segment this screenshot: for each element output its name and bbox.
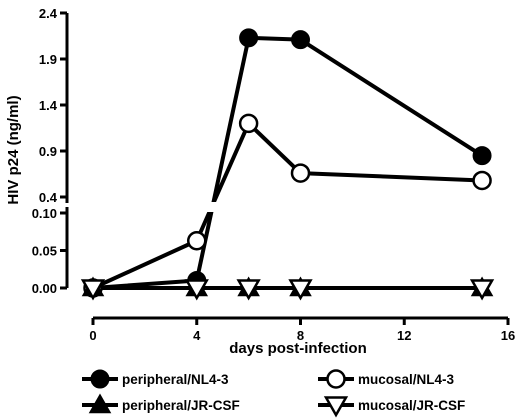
legend: peripheral/NL4-3 mucosal/NL4-3 periphera… — [82, 369, 465, 418]
y-tick-label: 0.9 — [39, 144, 57, 159]
legend-marker-mucosal-nl4-3 — [318, 369, 354, 389]
y-tick-label: 1.9 — [39, 52, 57, 67]
legend-symbol — [323, 396, 349, 418]
legend-marker-peripheral-nl4-3 — [82, 369, 118, 389]
series-lines — [92, 35, 484, 290]
y-tick-label: 0.00 — [32, 281, 57, 296]
axis-break-gap — [133, 202, 263, 212]
legend-label-mucosal-jr-csf: mucosal/JR-CSF — [358, 398, 465, 413]
data-point-peripheral-nl4-3 — [472, 146, 492, 166]
legend-item-peripheral-nl4-3: peripheral/NL4-3 — [82, 369, 229, 389]
data-point-mucosal-nl4-3 — [187, 231, 207, 251]
legend-marker-mucosal-jr-csf — [318, 396, 354, 418]
tick-labels: 0.4 0.9 1.4 1.9 2.4 0.00 0.05 0.10 0 4 8 12 16 — [32, 6, 516, 343]
data-point-mucosal-nl4-3 — [238, 113, 259, 134]
y-tick-label: 0.4 — [39, 190, 58, 205]
legend-symbol — [90, 369, 110, 389]
legend-symbol — [88, 393, 112, 414]
data-point-mucosal-nl4-3 — [472, 170, 492, 191]
legend-item-mucosal-jr-csf: mucosal/JR-CSF — [318, 396, 465, 418]
data-point-mucosal-jr-csf — [469, 279, 495, 301]
legend-label-mucosal-nl4-3: mucosal/NL4-3 — [358, 372, 455, 387]
y-tick-label: 0.05 — [32, 244, 57, 259]
legend-label-peripheral-nl4-3: peripheral/NL4-3 — [122, 372, 229, 387]
data-point-mucosal-jr-csf — [184, 279, 209, 301]
y-tick-label: 0.10 — [32, 206, 57, 221]
series-markers — [80, 28, 495, 301]
data-point-peripheral-nl4-3 — [239, 28, 259, 48]
data-point-mucosal-jr-csf — [236, 279, 261, 301]
legend-symbol — [326, 369, 346, 389]
data-point-mucosal-jr-csf — [80, 279, 106, 301]
y-axis-title: HIV p24 (ng/ml) — [5, 95, 22, 204]
y-tick-label: 1.4 — [39, 98, 58, 113]
axis-break-marks — [63, 202, 263, 212]
legend-item-mucosal-nl4-3: mucosal/NL4-3 — [318, 369, 455, 389]
x-tick-label: 0 — [89, 328, 96, 343]
x-tick-label: 4 — [193, 328, 201, 343]
x-tick-label: 16 — [501, 328, 515, 343]
legend-item-peripheral-jr-csf: peripheral/JR-CSF — [82, 393, 240, 414]
data-point-peripheral-nl4-3 — [291, 30, 310, 50]
axes — [60, 11, 510, 325]
x-tick-label: 8 — [297, 328, 304, 343]
x-tick-label: 12 — [397, 328, 411, 343]
data-point-mucosal-jr-csf — [288, 279, 313, 301]
data-point-mucosal-nl4-3 — [290, 163, 311, 183]
legend-marker-peripheral-jr-csf — [82, 393, 118, 414]
axis-break-axis-gap — [63, 203, 71, 207]
legend-label-peripheral-jr-csf: peripheral/JR-CSF — [122, 398, 240, 413]
x-axis-title: days post-infection — [229, 340, 367, 357]
y-tick-label: 2.4 — [39, 6, 58, 21]
